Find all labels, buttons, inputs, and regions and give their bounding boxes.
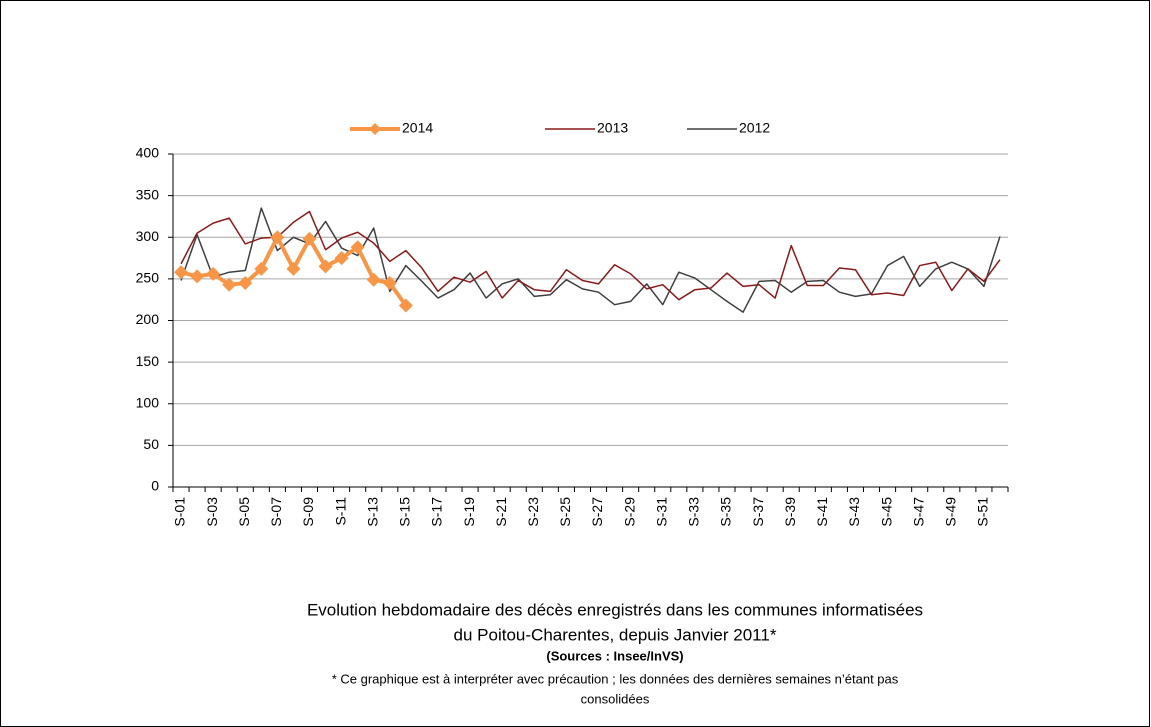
point: [238, 276, 253, 291]
point: [366, 272, 381, 287]
y-tick-label: 400: [136, 145, 160, 161]
x-tick-label: S-51: [975, 497, 991, 527]
x-tick-label: S-21: [493, 497, 509, 527]
y-tick-label: 350: [136, 186, 160, 202]
x-tick-label: S-15: [397, 497, 413, 527]
point: [206, 266, 221, 281]
x-tick-label: S-33: [686, 497, 702, 527]
x-tick-label: S-03: [204, 497, 220, 527]
x-tick-label: S-47: [910, 497, 926, 527]
series-line: [180, 207, 1001, 313]
x-tick-label: S-45: [878, 497, 894, 527]
point: [270, 230, 285, 245]
point: [382, 276, 397, 291]
point: [286, 261, 301, 276]
y-tick-label: 50: [143, 436, 159, 452]
point: [190, 269, 205, 284]
x-tick-label: S-19: [461, 497, 477, 527]
source: (Sources : Insee/InVS): [546, 648, 683, 663]
x-tick-label: S-25: [557, 497, 573, 527]
point: [350, 240, 365, 255]
y-tick-label: 150: [136, 353, 160, 369]
x-tick-label: S-01: [172, 497, 188, 527]
y-tick-label: 300: [136, 228, 160, 244]
note: * Ce graphique est à interpréter avec pr…: [332, 671, 899, 686]
x-tick-label: S-43: [846, 497, 862, 527]
x-tick-label: S-41: [814, 497, 830, 527]
legend-label: 2014: [402, 120, 433, 136]
y-tick-label: 250: [136, 270, 160, 286]
point: [254, 261, 269, 276]
y-tick-label: 0: [151, 478, 159, 494]
x-tick-label: S-09: [300, 497, 316, 527]
y-tick-label: 100: [136, 394, 160, 410]
chart-title: du Poitou-Charentes, depuis Janvier 2011…: [454, 625, 777, 644]
point: [318, 259, 333, 274]
point: [334, 251, 349, 266]
x-tick-label: S-39: [782, 497, 798, 527]
x-tick-label: S-27: [589, 497, 605, 527]
chart-title: Evolution hebdomadaire des décès enregis…: [307, 600, 923, 619]
x-tick-label: S-07: [268, 497, 284, 527]
x-tick-label: S-29: [621, 497, 637, 527]
legend-label: 2012: [739, 120, 770, 136]
point: [398, 298, 413, 313]
x-tick-label: S-35: [718, 497, 734, 527]
legend-label: 2013: [597, 120, 628, 136]
x-tick-label: S-13: [364, 497, 380, 527]
x-tick-label: S-11: [332, 497, 348, 526]
y-tick-label: 200: [136, 311, 160, 327]
x-tick-label: S-05: [236, 497, 252, 527]
note: consolidées: [581, 691, 650, 706]
x-tick-label: S-49: [943, 497, 959, 527]
x-tick-label: S-23: [525, 497, 541, 527]
series-line: [180, 210, 1001, 301]
x-tick-label: S-31: [653, 497, 669, 527]
x-tick-label: S-17: [429, 497, 445, 527]
point: [222, 277, 237, 292]
legend-marker: [369, 123, 381, 135]
point: [302, 231, 317, 246]
point: [174, 265, 189, 280]
x-tick-label: S-37: [750, 497, 766, 527]
